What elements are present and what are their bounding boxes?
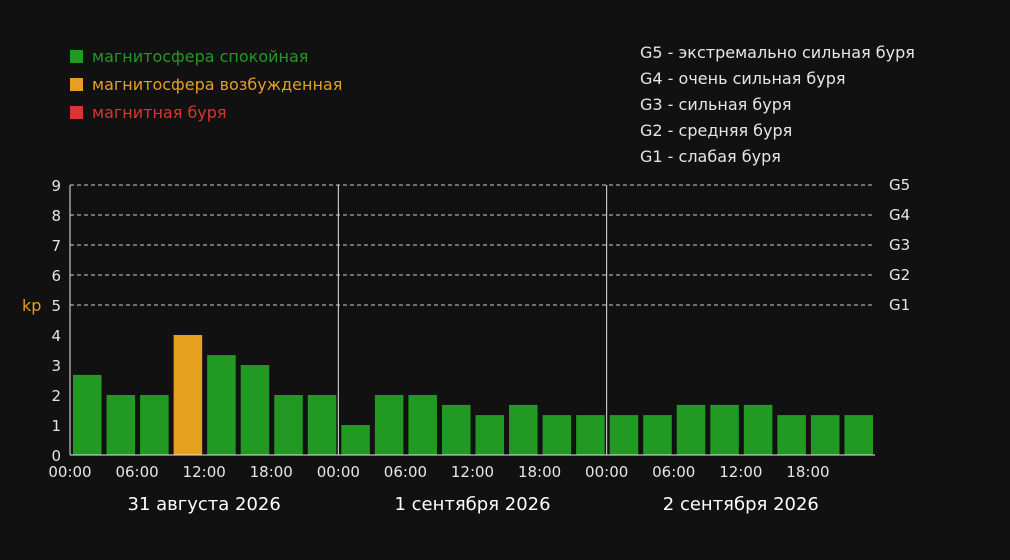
kp-bar (408, 395, 437, 455)
kp-bar (576, 415, 605, 455)
storm-level-g3: G3 - сильная буря (640, 95, 792, 114)
kp-bar (106, 395, 136, 455)
right-axis-label-g2: G2 (889, 266, 910, 284)
kp-bar (140, 395, 169, 455)
kp-bar (810, 415, 840, 455)
y-tick-label: 9 (51, 177, 61, 195)
storm-level-g4: G4 - очень сильная буря (640, 69, 846, 88)
kp-bar (609, 415, 639, 455)
x-tick-label: 06:00 (652, 463, 695, 481)
day-label: 1 сентября 2026 (394, 494, 550, 515)
kp-bar (676, 404, 706, 455)
kp-bar (341, 425, 370, 455)
kp-bar (643, 415, 672, 455)
right-axis-label-g4: G4 (889, 206, 910, 224)
kp-bar (374, 395, 404, 455)
y-tick-label: 1 (51, 417, 61, 435)
legend-label-excited: магнитосфера возбужденная (92, 74, 343, 94)
y-tick-label: 3 (51, 357, 61, 375)
legend-item-excited: магнитосфера возбужденная (70, 70, 342, 98)
kp-bar (710, 404, 739, 455)
legend-label-quiet: магнитосфера спокойная (92, 46, 309, 66)
x-tick-label: 18:00 (518, 463, 561, 481)
x-tick-label: 06:00 (115, 463, 158, 481)
kp-bar (509, 404, 538, 455)
x-tick-label: 12:00 (183, 463, 226, 481)
y-tick-label: 6 (51, 267, 61, 285)
y-tick-label: 5 (51, 297, 61, 315)
right-axis-label-g3: G3 (889, 236, 910, 254)
kp-bar (441, 404, 471, 455)
day-label: 2 сентября 2026 (663, 494, 819, 515)
kp-bar (274, 395, 303, 455)
x-tick-label: 00:00 (585, 463, 628, 481)
storm-level-g2: G2 - средняя буря (640, 121, 793, 140)
storm-levels-legend: G5 - экстремально сильная буря G4 - очен… (640, 40, 915, 170)
legend-item-storm: магнитная буря (70, 98, 342, 126)
kp-bar (542, 415, 572, 455)
kp-bar (844, 415, 873, 455)
legend-item-quiet: магнитосфера спокойная (70, 42, 342, 70)
day-label: 31 августа 2026 (128, 494, 281, 515)
right-axis-label-g1: G1 (889, 296, 910, 314)
kp-bar (743, 404, 773, 455)
storm-level-g1: G1 - слабая буря (640, 147, 781, 166)
x-tick-label: 00:00 (317, 463, 360, 481)
x-tick-label: 00:00 (48, 463, 91, 481)
legend: магнитосфера спокойная магнитосфера возб… (70, 42, 342, 126)
kp-bar (777, 415, 806, 455)
y-tick-label: 2 (51, 387, 61, 405)
legend-swatch-storm (70, 105, 83, 119)
kp-bar (240, 365, 270, 455)
kp-bar (475, 415, 505, 455)
kp-bar (73, 374, 102, 455)
y-tick-label: 0 (51, 447, 61, 465)
kp-bar (207, 355, 236, 455)
x-tick-label: 18:00 (250, 463, 293, 481)
y-axis-label: kp (22, 296, 41, 315)
y-tick-label: 4 (51, 327, 61, 345)
x-tick-label: 12:00 (719, 463, 762, 481)
legend-label-storm: магнитная буря (92, 102, 227, 122)
x-tick-label: 18:00 (786, 463, 829, 481)
storm-level-g5: G5 - экстремально сильная буря (640, 43, 915, 62)
legend-swatch-excited (70, 77, 83, 91)
y-tick-label: 8 (51, 207, 61, 225)
kp-bar (307, 395, 337, 455)
right-axis-label-g5: G5 (889, 176, 910, 194)
legend-swatch-quiet (70, 49, 83, 63)
y-tick-label: 7 (51, 237, 61, 255)
kp-bar (173, 335, 203, 455)
x-tick-label: 06:00 (384, 463, 427, 481)
x-tick-label: 12:00 (451, 463, 494, 481)
